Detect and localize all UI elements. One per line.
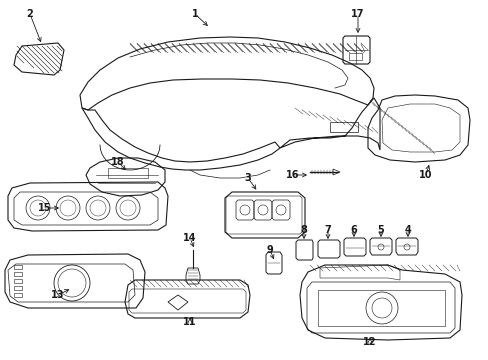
Text: 18: 18 [111, 157, 124, 167]
Text: 16: 16 [285, 170, 299, 180]
Text: 2: 2 [26, 9, 33, 19]
Text: 6: 6 [350, 225, 357, 235]
Text: 7: 7 [324, 225, 331, 235]
Text: 9: 9 [266, 245, 273, 255]
Text: 10: 10 [418, 170, 432, 180]
Text: 12: 12 [363, 337, 376, 347]
Text: 8: 8 [300, 225, 307, 235]
Text: 11: 11 [183, 317, 196, 327]
Text: 4: 4 [404, 225, 410, 235]
Text: 17: 17 [350, 9, 364, 19]
Text: 14: 14 [183, 233, 196, 243]
Text: 3: 3 [244, 173, 251, 183]
Text: 1: 1 [191, 9, 198, 19]
Text: 13: 13 [51, 290, 64, 300]
Text: 15: 15 [38, 203, 52, 213]
Text: 5: 5 [377, 225, 384, 235]
